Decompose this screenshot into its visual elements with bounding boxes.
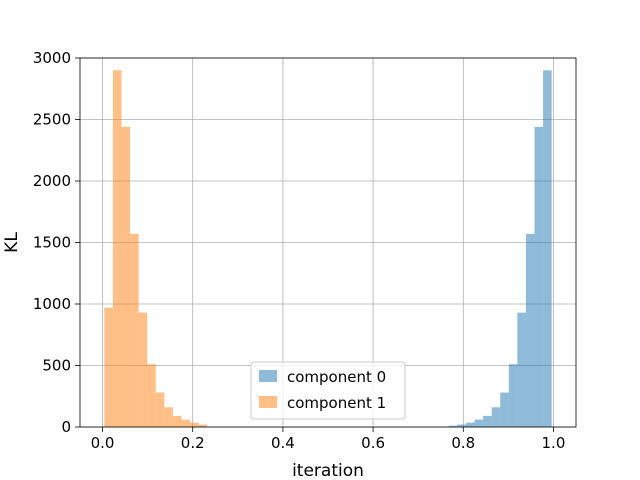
legend-box (250, 361, 406, 420)
x-axis-label: iteration (292, 461, 364, 480)
legend-label-0: component 0 (287, 368, 386, 386)
bar-series-1 (190, 422, 199, 427)
grid-lines (80, 57, 576, 428)
bar-series-0 (448, 425, 458, 427)
y-tick-label: 2500 (33, 111, 71, 129)
x-tick-label: 0.2 (181, 434, 205, 452)
legend-swatch-0 (259, 370, 277, 382)
y-tick-label: 1000 (33, 295, 71, 313)
bar-series-0 (474, 419, 484, 427)
bar-series-0 (525, 233, 535, 427)
y-tick-label: 2000 (33, 172, 71, 190)
x-tick-label: 0.0 (91, 434, 115, 452)
bar-series-0 (457, 424, 466, 427)
y-tick-label: 1500 (33, 234, 71, 252)
bar-series-0 (491, 407, 501, 427)
bar-series-1 (130, 233, 139, 427)
bar-series-1 (121, 126, 131, 427)
bar-series-0 (517, 312, 526, 427)
bar-series-0 (534, 126, 544, 427)
y-tick-label: 500 (42, 357, 71, 375)
bar-series-0 (465, 422, 475, 427)
bar-series-1 (147, 364, 156, 427)
bar-series-0 (508, 364, 518, 427)
x-tick-label: 0.6 (361, 434, 385, 452)
x-tick-label: 1.0 (542, 434, 566, 452)
bar-series-0 (483, 415, 492, 427)
bar-series-1 (181, 419, 191, 427)
x-axis-ticks: 0.0 0.2 0.4 0.6 0.8 1.0 (91, 427, 566, 452)
y-axis-label: KL (2, 232, 22, 253)
bar-series-1 (155, 392, 165, 427)
y-axis-ticks: 0 500 1000 1500 2000 2500 3000 (33, 49, 80, 436)
legend-label-1: component 1 (287, 394, 386, 412)
bar-series-1 (138, 312, 148, 427)
bar-series-1 (104, 307, 113, 427)
x-tick-label: 0.4 (271, 434, 295, 452)
y-tick-label: 3000 (33, 49, 71, 67)
bar-series-1 (198, 424, 208, 427)
x-tick-label: 0.8 (451, 434, 475, 452)
y-tick-label: 0 (61, 418, 71, 436)
bar-series-0 (543, 70, 552, 428)
bar-series-1 (172, 415, 182, 427)
bar-series-0 (500, 392, 509, 427)
bar-series-1 (164, 407, 173, 427)
bars (104, 70, 552, 428)
legend-swatch-1 (259, 396, 277, 408)
legend: component 0 component 1 (250, 361, 406, 420)
bar-series-1 (112, 70, 122, 428)
